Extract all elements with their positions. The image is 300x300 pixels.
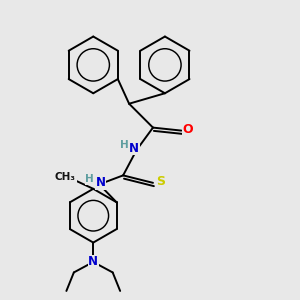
- Text: CH₃: CH₃: [55, 172, 76, 182]
- Text: O: O: [183, 123, 193, 136]
- Text: H: H: [85, 174, 94, 184]
- Text: N: N: [96, 176, 106, 189]
- Text: H: H: [120, 140, 128, 150]
- Text: S: S: [156, 175, 165, 188]
- Text: N: N: [129, 142, 139, 155]
- Text: N: N: [88, 256, 98, 268]
